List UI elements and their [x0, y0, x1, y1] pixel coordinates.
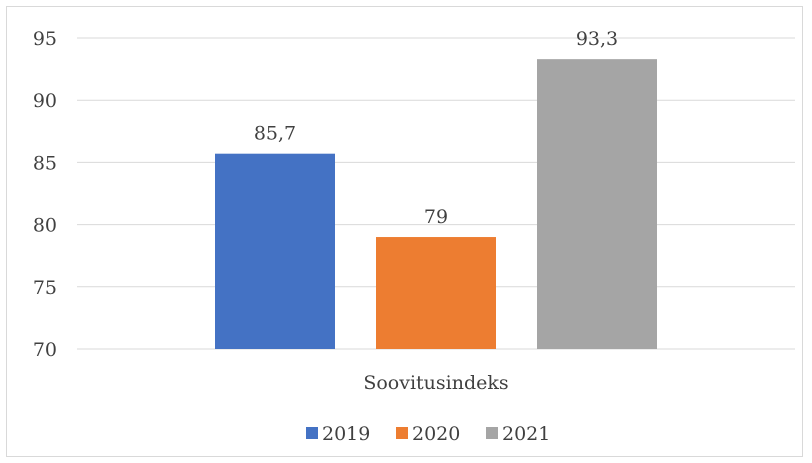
legend-label-2021: 2021	[502, 423, 550, 445]
legend: 2019 2020 2021	[306, 423, 550, 445]
bar-2019	[215, 153, 335, 349]
category-label: Soovitusindeks	[363, 372, 508, 394]
legend-swatch-2021	[486, 427, 498, 439]
y-tick-label-80: 80	[33, 215, 57, 237]
legend-label-2019: 2019	[322, 423, 370, 445]
y-tick-label-75: 75	[33, 277, 57, 299]
y-tick-label-70: 70	[33, 339, 57, 361]
data-label-2020: 79	[424, 206, 448, 228]
legend-swatch-2020	[396, 427, 408, 439]
legend-label-2020: 2020	[412, 423, 460, 445]
y-tick-label-85: 85	[33, 152, 57, 174]
data-labels: 85,7 79 93,3	[254, 28, 618, 228]
bar-2021	[537, 59, 657, 349]
bar-2020	[376, 237, 496, 349]
category-axis: Soovitusindeks	[363, 372, 508, 394]
y-tick-label-90: 90	[33, 90, 57, 112]
bars	[215, 59, 657, 349]
y-axis-tick-labels: 95 90 85 80 75 70	[33, 28, 57, 361]
chart-frame	[6, 6, 803, 457]
legend-swatch-2019	[306, 427, 318, 439]
data-label-2019: 85,7	[254, 123, 296, 145]
y-tick-label-95: 95	[33, 28, 57, 50]
data-label-2021: 93,3	[576, 28, 618, 50]
